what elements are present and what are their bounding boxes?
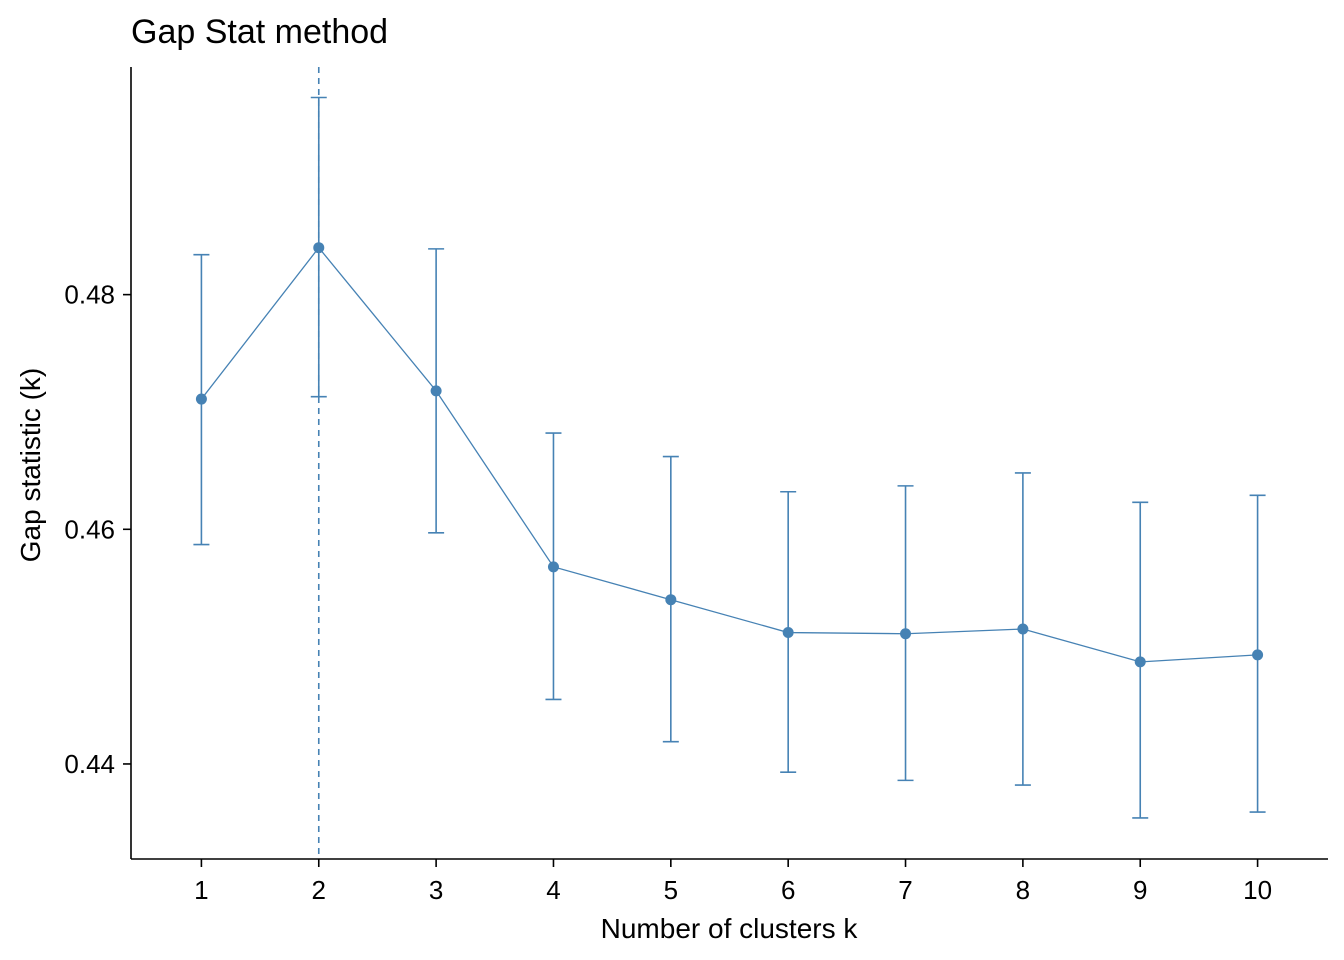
data-point <box>900 628 912 640</box>
x-tick-label: 1 <box>194 875 208 905</box>
y-tick-label: 0.48 <box>64 280 115 310</box>
data-point <box>665 594 677 606</box>
x-tick-label: 10 <box>1243 875 1272 905</box>
x-tick-label: 2 <box>312 875 326 905</box>
plot-area <box>193 67 1266 859</box>
x-tick-label: 4 <box>546 875 560 905</box>
data-point <box>547 561 559 573</box>
series-line <box>200 246 1258 663</box>
data-point <box>1017 623 1029 635</box>
axes: 1 2 3 4 5 6 7 8 9 10 0.44 0.46 0.48 <box>64 67 1328 905</box>
x-tick-label: 9 <box>1133 875 1147 905</box>
data-point <box>1252 649 1264 661</box>
data-point <box>195 393 207 405</box>
y-tick-label: 0.46 <box>64 514 115 544</box>
chart-title: Gap Stat method <box>131 13 388 51</box>
data-point <box>782 627 794 639</box>
data-point <box>313 242 325 254</box>
y-tick-label: 0.44 <box>64 749 115 779</box>
y-axis-title: Gap statistic (k) <box>15 368 46 562</box>
x-tick-label: 5 <box>664 875 678 905</box>
data-point <box>1134 656 1146 668</box>
x-tick-label: 3 <box>429 875 443 905</box>
x-tick-label: 6 <box>781 875 795 905</box>
x-tick-label: 8 <box>1016 875 1030 905</box>
x-tick-label: 7 <box>898 875 912 905</box>
x-axis-title: Number of clusters k <box>601 913 859 944</box>
data-point <box>430 385 442 397</box>
